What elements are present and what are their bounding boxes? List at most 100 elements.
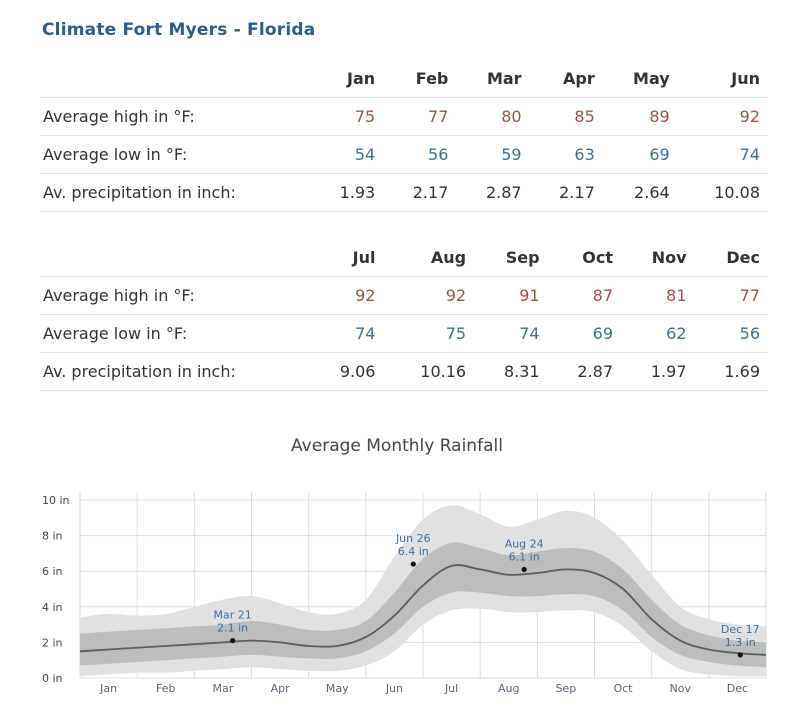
high-value: 89 [602,97,678,136]
y-tick-label: 2 in [42,636,63,649]
low-value: 56 [694,314,768,353]
annotation-value: 6.4 in [398,545,429,558]
month-header: Sep [505,248,540,267]
x-tick-label: Jan [99,682,117,695]
y-tick-label: 8 in [42,530,63,543]
annotation-date: Dec 17 [721,623,760,636]
annotation-date: Mar 21 [214,609,252,622]
precip-value: 9.06 [310,352,384,391]
annotation-point [737,652,743,658]
rainfall-chart: 0 in 2 in 4 in 6 in 8 in 10 in Jan Feb Mar Apr May… [42,492,767,695]
x-tick-label: Dec [727,682,748,695]
chart-title: Average Monthly Rainfall [291,436,503,456]
low-value: 59 [456,135,530,174]
month-header-row: Jan Feb Mar Apr May Jun [40,60,768,98]
high-value: 92 [310,276,384,315]
precip-value: 1.97 [621,352,695,391]
month-header: Apr [563,69,595,88]
annotation-value: 2.1 in [217,622,248,635]
month-header: Nov [651,248,687,267]
annotation-point [410,561,416,567]
row-label: Average high in °F: [40,97,310,136]
low-value: 74 [474,314,548,353]
table-row-average-low: Average low in °F: 74 75 74 69 62 56 [40,314,768,353]
climate-table-first-half: Jan Feb Mar Apr May Jun Average high in … [40,60,768,212]
high-value: 87 [547,276,622,315]
table-row-average-high: Average high in °F: 75 77 80 85 89 92 [40,97,768,136]
low-value: 75 [383,314,475,353]
low-value: 63 [529,135,603,174]
precip-value: 2.17 [529,173,603,212]
table-row-precipitation: Av. precipitation in inch: 1.93 2.17 2.8… [40,173,768,212]
low-value: 74 [310,314,384,353]
y-tick-label: 0 in [42,672,63,685]
x-tick-label: May [326,682,349,695]
x-tick-label: Apr [271,682,291,695]
annotation-value: 6.1 in [509,550,540,563]
low-value: 54 [310,135,384,174]
precip-value: 2.17 [383,173,457,212]
precip-value: 10.08 [677,173,768,212]
high-value: 75 [310,97,384,136]
low-value: 69 [547,314,622,353]
precip-value: 2.87 [456,173,530,212]
y-tick-label: 10 in [42,494,70,507]
high-value: 80 [456,97,530,136]
month-header: Oct [582,248,614,267]
high-value: 81 [621,276,695,315]
month-header: Aug [430,248,467,267]
table-row-precipitation: Av. precipitation in inch: 9.06 10.16 8.… [40,352,768,391]
y-tick-label: 6 in [42,565,63,578]
month-header: May [633,69,670,88]
annotation-value: 1.3 in [725,636,756,649]
annotation-date: Jun 26 [395,532,431,545]
header-spacer [40,239,310,277]
table-row-average-high: Average high in °F: 92 92 91 87 81 77 [40,276,768,315]
month-header: Jul [352,248,376,267]
precip-value: 1.93 [310,173,384,212]
page-title: Climate Fort Myers - Florida [42,20,316,40]
high-value: 85 [529,97,603,136]
x-tick-label: Oct [614,682,634,695]
month-header: Mar [486,69,522,88]
x-tick-label: Sep [556,682,577,695]
high-value: 92 [383,276,475,315]
precip-value: 2.87 [547,352,622,391]
high-value: 91 [474,276,548,315]
precip-value: 2.64 [602,173,678,212]
row-label: Av. precipitation in inch: [40,173,310,212]
month-header: Feb [415,69,449,88]
rainfall-average-line [79,564,767,656]
annotation-date: Aug 24 [505,537,544,550]
low-value: 69 [602,135,678,174]
low-value: 62 [621,314,695,353]
high-value: 77 [694,276,768,315]
x-tick-label: Jun [385,682,403,695]
table-row-average-low: Average low in °F: 54 56 59 63 69 74 [40,135,768,174]
month-header: Dec [726,248,760,267]
row-label: Average low in °F: [40,135,310,174]
low-value: 56 [383,135,457,174]
month-header: Jan [347,69,376,88]
month-header: Jun [731,69,760,88]
row-label: Average high in °F: [40,276,310,315]
precip-value: 1.69 [694,352,768,391]
row-label: Average low in °F: [40,314,310,353]
month-header-row: Jul Aug Sep Oct Nov Dec [40,239,768,277]
x-tick-label: Aug [498,682,519,695]
precip-value: 8.31 [474,352,548,391]
header-spacer [40,60,310,98]
x-tick-label: Nov [670,682,692,695]
high-value: 77 [383,97,457,136]
annotation-point [230,638,236,644]
climate-table-second-half: Jul Aug Sep Oct Nov Dec Average high in … [40,239,768,391]
precip-value: 10.16 [383,352,475,391]
row-label: Av. precipitation in inch: [40,352,310,391]
y-tick-label: 4 in [42,601,63,614]
annotation-point [521,566,527,573]
low-value: 74 [677,135,768,174]
x-tick-label: Jul [444,682,458,695]
high-value: 92 [677,97,768,136]
x-tick-label: Feb [156,682,175,695]
x-tick-label: Mar [213,682,234,695]
